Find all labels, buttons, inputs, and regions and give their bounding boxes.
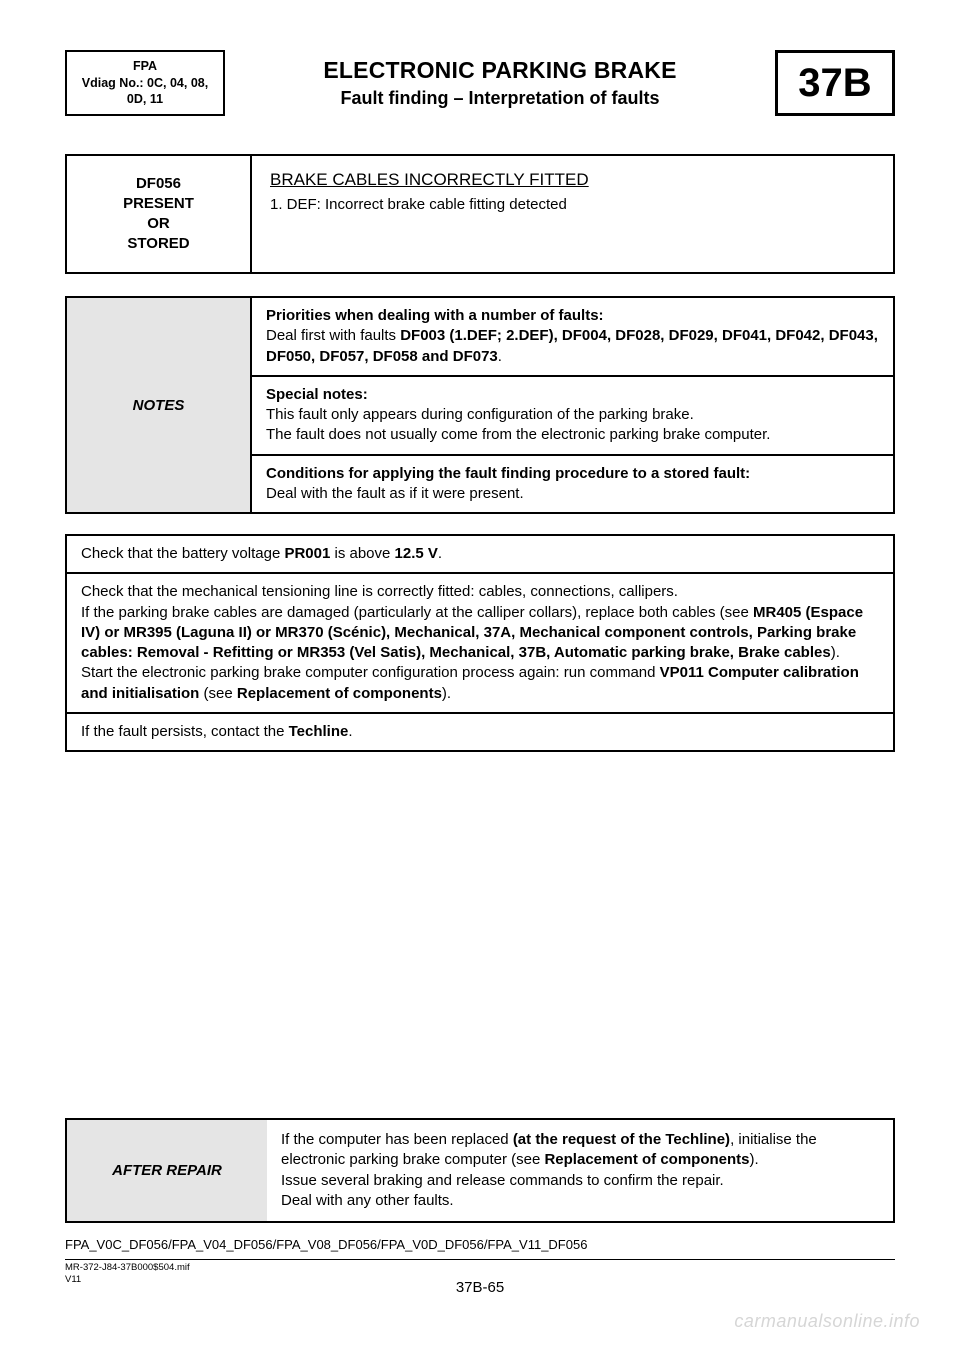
header-left-line2: Vdiag No.: 0C, 04, 08, [82, 75, 208, 92]
proc-r2-l1: Check that the mechanical tensioning lin… [81, 583, 678, 600]
fault-id-l3: OR [123, 214, 194, 234]
procedure-row-2: Check that the mechanical tensioning lin… [67, 572, 893, 712]
proc-r1-b2: 12.5 V [395, 545, 438, 562]
notes-row2-heading: Special notes: [266, 386, 368, 403]
fault-id-l4: STORED [123, 234, 194, 254]
procedure-table: Check that the battery voltage PR001 is … [65, 534, 895, 752]
proc-r2-l2-post: ). [831, 644, 840, 661]
proc-r2-l3-mid: (see [199, 685, 237, 702]
notes-row2-l2: The fault does not usually come from the… [266, 426, 770, 443]
after-l1-b2: Replacement of components [544, 1151, 749, 1168]
after-repair-text: If the computer has been replaced (at th… [267, 1120, 893, 1221]
fault-desc-cell: BRAKE CABLES INCORRECTLY FITTED 1. DEF: … [252, 156, 893, 272]
after-repair-label: AFTER REPAIR [112, 1162, 222, 1179]
header-left-box: FPA Vdiag No.: 0C, 04, 08, 0D, 11 [65, 50, 225, 116]
fault-box: DF056 PRESENT OR STORED BRAKE CABLES INC… [65, 154, 895, 274]
proc-r1-post: . [438, 545, 442, 562]
section-code-box: 37B [775, 50, 895, 116]
after-repair-box: AFTER REPAIR If the computer has been re… [65, 1118, 895, 1223]
proc-r2-l3-pre: Start the electronic parking brake compu… [81, 664, 660, 681]
fault-id-l1: DF056 [123, 174, 194, 194]
fault-definition: 1. DEF: Incorrect brake cable fitting de… [270, 196, 875, 213]
proc-r2-l3-post: ). [442, 685, 451, 702]
watermark: carmanualsonline.info [734, 1311, 920, 1332]
proc-r1-pre: Check that the battery voltage [81, 545, 284, 562]
fault-id-cell: DF056 PRESENT OR STORED [67, 156, 252, 272]
fault-title: BRAKE CABLES INCORRECTLY FITTED [270, 170, 875, 190]
proc-r3-post: . [348, 723, 352, 740]
notes-row3-l1: Deal with the fault as if it were presen… [266, 485, 524, 502]
notes-row1-post: . [498, 348, 502, 365]
proc-r3-pre: If the fault persists, contact the [81, 723, 289, 740]
fpa-reference-line: FPA_V0C_DF056/FPA_V04_DF056/FPA_V08_DF05… [65, 1237, 587, 1252]
page: FPA Vdiag No.: 0C, 04, 08, 0D, 11 ELECTR… [0, 0, 960, 1358]
notes-row-priorities: Priorities when dealing with a number of… [252, 298, 893, 375]
after-l1-b1: (at the request of the Techline) [513, 1131, 730, 1148]
notes-label-cell: NOTES [67, 298, 252, 512]
header-center: ELECTRONIC PARKING BRAKE Fault finding –… [237, 50, 763, 116]
header-left-line1: FPA [133, 58, 157, 75]
fault-id-l2: PRESENT [123, 194, 194, 214]
after-repair-label-cell: AFTER REPAIR [67, 1120, 267, 1221]
procedure-row-1: Check that the battery voltage PR001 is … [67, 536, 893, 572]
notes-row1-pre: Deal first with faults [266, 327, 400, 344]
notes-row1-heading: Priorities when dealing with a number of… [266, 307, 604, 324]
proc-r1-b1: PR001 [284, 545, 330, 562]
notes-row-special: Special notes: This fault only appears d… [252, 375, 893, 454]
notes-row-conditions: Conditions for applying the fault findin… [252, 454, 893, 513]
doc-title: ELECTRONIC PARKING BRAKE [323, 57, 676, 84]
proc-r3-b: Techline [289, 723, 349, 740]
doc-subtitle: Fault finding – Interpretation of faults [341, 88, 660, 109]
after-l1-post: ). [750, 1151, 759, 1168]
section-code: 37B [798, 61, 871, 106]
header-left-line3: 0D, 11 [127, 91, 163, 108]
notes-table: NOTES Priorities when dealing with a num… [65, 296, 895, 514]
notes-row3-heading: Conditions for applying the fault findin… [266, 465, 750, 482]
after-l2: Issue several braking and release comman… [281, 1172, 724, 1189]
footer-rule [65, 1259, 895, 1260]
page-header: FPA Vdiag No.: 0C, 04, 08, 0D, 11 ELECTR… [65, 50, 895, 116]
proc-r2-l2-pre: If the parking brake cables are damaged … [81, 604, 753, 621]
after-l1-pre: If the computer has been replaced [281, 1131, 513, 1148]
page-number: 37B-65 [0, 1279, 960, 1296]
notes-row2-l1: This fault only appears during configura… [266, 406, 694, 423]
notes-rows: Priorities when dealing with a number of… [252, 298, 893, 512]
after-l3: Deal with any other faults. [281, 1192, 454, 1209]
mif-l1: MR-372-J84-37B000$504.mif [65, 1262, 190, 1273]
notes-label: NOTES [133, 397, 185, 414]
proc-r1-mid: is above [330, 545, 394, 562]
procedure-row-3: If the fault persists, contact the Techl… [67, 712, 893, 750]
proc-r2-l3-b2: Replacement of components [237, 685, 442, 702]
